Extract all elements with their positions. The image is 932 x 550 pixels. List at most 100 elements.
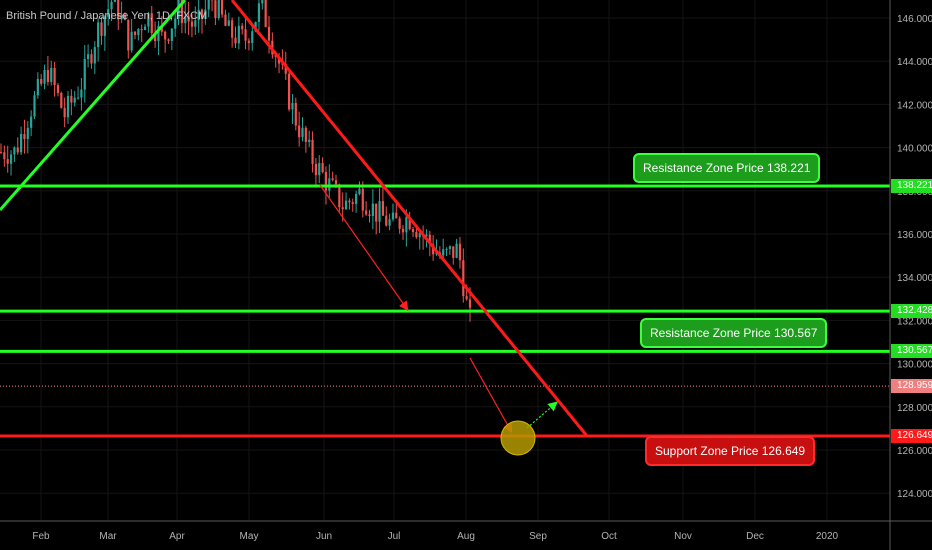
candle-body: [164, 31, 167, 40]
candle-body: [123, 14, 127, 20]
candle-body: [204, 9, 207, 19]
candle-body: [107, 9, 110, 17]
candle-body: [76, 97, 80, 99]
candle-body: [328, 178, 331, 191]
candle-body: [411, 229, 415, 232]
candle-body: [73, 97, 76, 103]
candle-body: [46, 69, 49, 82]
candle-body: [385, 215, 388, 226]
candle-body: [428, 234, 431, 245]
candle-body: [200, 9, 204, 19]
candle-body: [251, 31, 254, 43]
candle-body: [468, 299, 472, 308]
candle-body: [43, 69, 46, 84]
candle-body: [80, 89, 83, 98]
candle-body: [298, 125, 301, 138]
candle-body: [36, 78, 39, 96]
drawing-layer: [0, 0, 890, 456]
candle-body: [321, 163, 324, 173]
candle-body: [395, 212, 398, 219]
projection-arrow-2: [469, 357, 513, 434]
candle-body: [291, 102, 294, 110]
candle-body: [344, 200, 348, 210]
y-tick-label: 124.000: [897, 489, 932, 500]
candle-body: [261, 0, 264, 4]
candle-body: [304, 127, 307, 142]
candle-body: [160, 25, 163, 32]
candle-body: [358, 188, 361, 194]
candle-body: [318, 163, 321, 176]
candle-body: [371, 203, 374, 216]
x-tick-label: Feb: [32, 531, 50, 542]
candle-body: [334, 180, 338, 185]
resistance-zone-label-1: Resistance Zone Price 138.221: [633, 153, 821, 183]
candle-body: [425, 234, 428, 237]
uptrend-line: [0, 0, 187, 211]
y-tick-label: 128.000: [897, 403, 932, 414]
y-tick-label: 134.000: [897, 273, 932, 284]
candle-body: [0, 151, 3, 153]
candle-body: [130, 31, 133, 51]
y-tick-label: 136.000: [897, 230, 932, 241]
candle-body: [33, 95, 36, 117]
candle-body: [338, 184, 341, 208]
candle-body: [284, 63, 287, 74]
candle-body: [23, 133, 26, 140]
candle-body: [448, 246, 451, 249]
candle-body: [63, 107, 66, 118]
candle-body: [388, 219, 391, 226]
grid-layer: [0, 0, 890, 520]
candle-body: [127, 19, 130, 51]
candle-body: [221, 0, 224, 15]
candle-body: [231, 20, 234, 38]
x-tick-label: 2020: [816, 531, 839, 542]
candle-body: [70, 95, 73, 103]
candle-body: [56, 85, 60, 93]
candle-body: [458, 243, 462, 261]
candle-body: [6, 159, 9, 164]
x-tick-label: Sep: [529, 531, 547, 542]
candle-body: [207, 0, 210, 10]
candle-body: [234, 37, 237, 44]
candle-body: [30, 116, 33, 128]
x-tick-label: May: [240, 531, 259, 542]
candle-body: [308, 139, 311, 142]
chart-title: British Pound / Japanese Yen, 1D, FXCM: [6, 10, 208, 22]
candle-body: [244, 29, 247, 41]
candle-body: [113, 0, 116, 2]
y-tick-label: 142.000: [897, 100, 932, 111]
candle-body: [247, 40, 250, 43]
candle-body: [294, 102, 297, 126]
candle-body: [224, 14, 227, 26]
price-tag: 128.959: [891, 379, 932, 394]
candle-body: [26, 127, 29, 140]
candles-layer: [0, 0, 472, 322]
candle-body: [254, 21, 257, 32]
candle-body: [378, 201, 381, 222]
projection-arrow-1: [319, 184, 409, 311]
candle-body: [227, 20, 230, 26]
candle-body: [351, 202, 354, 204]
candle-body: [9, 154, 13, 164]
candle-body: [462, 260, 465, 297]
y-tick-label: 130.000: [897, 360, 932, 371]
candle-body: [455, 243, 458, 258]
candle-body: [264, 0, 267, 27]
candle-body: [117, 0, 120, 20]
candle-body: [170, 28, 173, 42]
candle-body: [133, 31, 137, 36]
candle-body: [13, 147, 16, 155]
target-circle: [500, 420, 536, 456]
x-tick-label: Oct: [601, 531, 617, 542]
candle-body: [66, 95, 70, 118]
candle-body: [415, 231, 418, 238]
candle-body: [50, 67, 53, 82]
candle-body: [16, 147, 19, 153]
candle-body: [83, 58, 86, 90]
x-tick-label: Nov: [674, 531, 692, 542]
candle-body: [174, 18, 177, 29]
candle-body: [348, 200, 351, 203]
y-tick-label: 146.000: [897, 14, 932, 25]
